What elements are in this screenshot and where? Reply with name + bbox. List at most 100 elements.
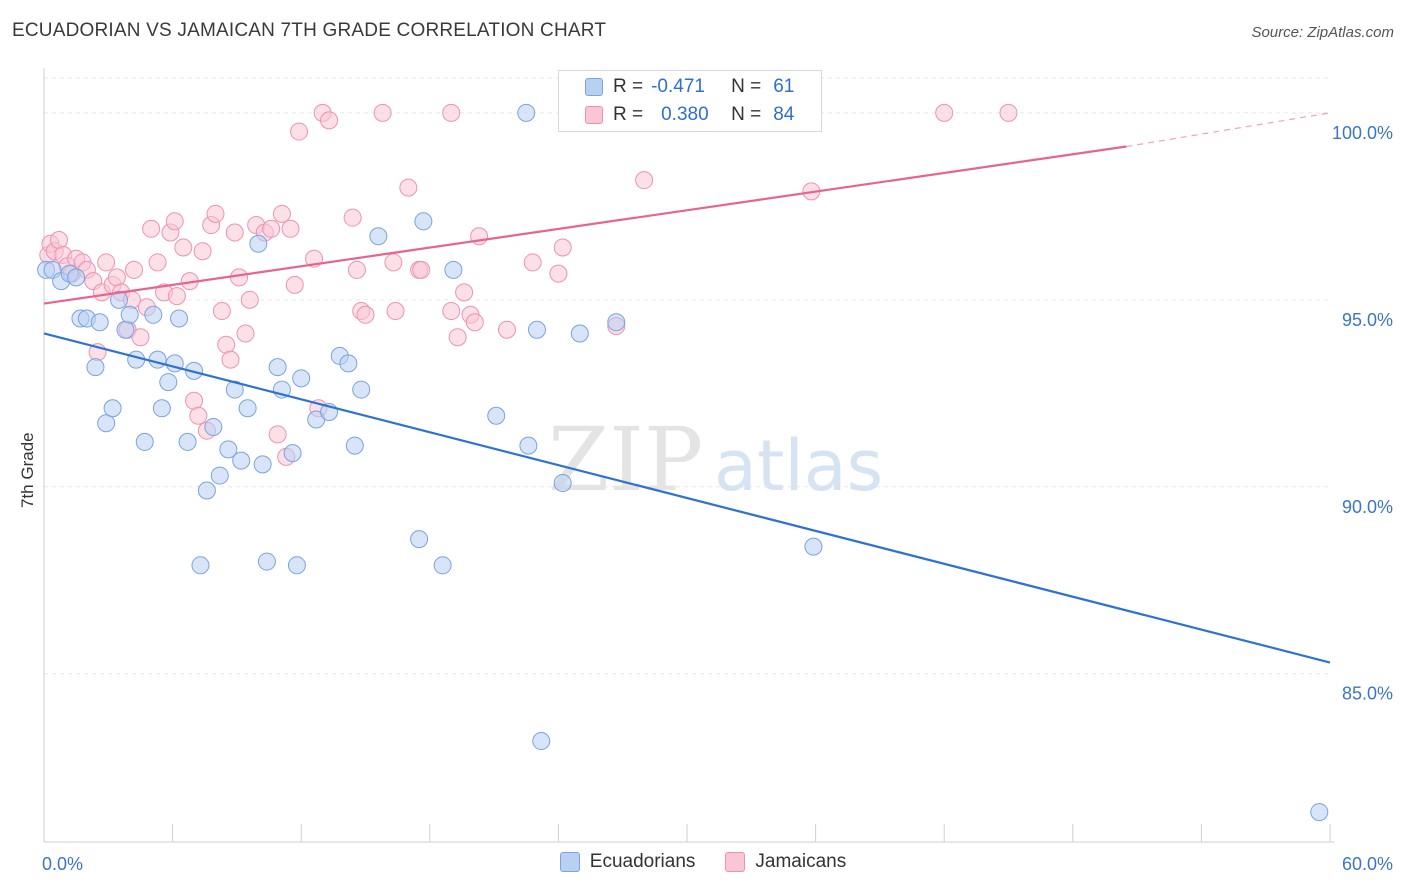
jamaican-point — [125, 260, 144, 279]
jamaican-point — [217, 335, 236, 354]
ecuadorian-point — [345, 436, 364, 455]
ecuadorians-trend-line — [43, 332, 1331, 664]
chart-source: Source: ZipAtlas.com — [1251, 24, 1394, 41]
ecuadorian-point — [339, 354, 358, 373]
jamaican-point — [399, 178, 418, 197]
ecuadorian-point — [197, 481, 216, 500]
jamaican-point — [285, 275, 304, 294]
jamaican-point — [148, 253, 167, 272]
r-label: R = — [613, 76, 644, 97]
jamaican-point — [193, 242, 212, 261]
y-tick-label: 100.0% — [1332, 123, 1393, 143]
legend-swatch-pink — [585, 106, 603, 124]
jamaican-point — [497, 320, 516, 339]
jamaican-point — [262, 219, 281, 238]
ecuadorian-point — [159, 373, 178, 392]
jamaican-point — [448, 328, 467, 347]
chart-title: ECUADORIAN VS JAMAICAN 7TH GRADE CORRELA… — [12, 20, 607, 41]
ecuadorian-point — [144, 305, 163, 324]
ecuadorian-point — [257, 552, 276, 571]
ecuadorian-point — [414, 212, 433, 231]
n-label: N = — [731, 76, 762, 97]
jamaican-point — [97, 253, 116, 272]
ecuadorian-point — [268, 358, 287, 377]
y-axis-label: 7th Grade — [18, 432, 37, 508]
grid-lines — [44, 77, 1330, 675]
jamaican-point — [635, 171, 654, 190]
ecuadorian-point — [283, 444, 302, 463]
ecuadorian-point — [532, 732, 551, 751]
ecuadorian-point — [519, 436, 538, 455]
r-label: R = — [613, 104, 644, 125]
ecuadorian-point — [487, 406, 506, 425]
jamaican-point — [343, 208, 362, 227]
legend-item-ecuadorians[interactable]: Ecuadorians — [559, 851, 695, 873]
ecuadorian-point — [517, 103, 536, 122]
jamaican-point — [386, 302, 405, 321]
ecuadorian-point — [527, 320, 546, 339]
ecuadorian-point — [249, 234, 268, 253]
jamaican-point — [50, 231, 69, 249]
jamaican-point — [999, 103, 1018, 122]
jamaican-point — [272, 204, 291, 223]
legend-swatch-blue — [585, 78, 603, 96]
watermark: ZIP atlas — [548, 408, 883, 511]
jamaican-point — [131, 328, 150, 347]
jamaican-point — [167, 287, 186, 306]
jamaican-point — [523, 253, 542, 272]
legend-label-jamaicans: Jamaicans — [755, 851, 847, 872]
ecuadorian-point — [225, 380, 244, 399]
ecuadorian-point — [170, 309, 189, 328]
ecuadorian-point — [352, 380, 371, 399]
ecuadorian-point — [103, 399, 122, 418]
ecuadorian-point — [97, 414, 116, 433]
r-value: -0.471 — [651, 76, 705, 97]
ecuadorian-point — [120, 305, 139, 324]
ecuadorian-point — [67, 268, 86, 287]
watermark-atlas: atlas — [714, 425, 883, 507]
ecuadorian-point — [86, 358, 105, 377]
tick-labels: 85.0% 90.0% 95.0% 100.0% 0.0% 60.0% — [42, 123, 1393, 874]
ecuadorian-point — [369, 227, 388, 246]
jamaicans-points — [39, 103, 1018, 466]
jamaican-point — [553, 238, 572, 257]
n-value: 84 — [773, 104, 795, 125]
ecuadorian-point — [410, 530, 429, 549]
legend-swatch-pink — [725, 852, 746, 872]
jamaican-point — [347, 260, 366, 279]
ecuadorian-point — [204, 417, 223, 436]
ecuadorian-point — [238, 399, 257, 418]
jamaican-point — [142, 219, 161, 238]
jamaican-point — [221, 350, 240, 369]
jamaican-point — [240, 290, 259, 309]
jamaican-point — [107, 268, 126, 287]
ecuadorians-points — [37, 103, 1329, 822]
ecuadorian-point — [607, 313, 626, 332]
ecuadorian-point — [178, 432, 197, 451]
ecuadorian-point — [135, 432, 154, 451]
jamaican-point — [549, 264, 568, 283]
watermark-zip: ZIP — [548, 408, 703, 511]
legend-item-jamaicans[interactable]: Jamaicans — [725, 851, 846, 873]
jamaican-point — [174, 238, 193, 257]
ecuadorian-point — [292, 369, 311, 388]
ecuadorian-point — [1310, 803, 1329, 822]
ecuadorian-point — [191, 556, 210, 575]
ecuadorian-point — [232, 451, 251, 470]
series-legend: Ecuadorians Jamaicans — [0, 851, 1406, 873]
ecuadorian-point — [253, 455, 272, 474]
n-label: N = — [731, 104, 762, 125]
y-tick-label: 95.0% — [1342, 310, 1393, 330]
legend-swatch-blue — [559, 852, 580, 872]
jamaicans-trend-extension — [1126, 112, 1331, 148]
jamaican-point — [189, 406, 208, 425]
ecuadorian-point — [570, 324, 589, 343]
jamaican-point — [320, 111, 339, 130]
jamaican-point — [384, 253, 403, 272]
ecuadorian-point — [287, 556, 306, 575]
jamaicans-trend-line — [43, 145, 1127, 305]
ecuadorian-point — [804, 537, 823, 556]
legend-row-jamaicans: R = 0.380 N = 84 — [585, 101, 794, 129]
ecuadorian-point — [553, 474, 572, 493]
